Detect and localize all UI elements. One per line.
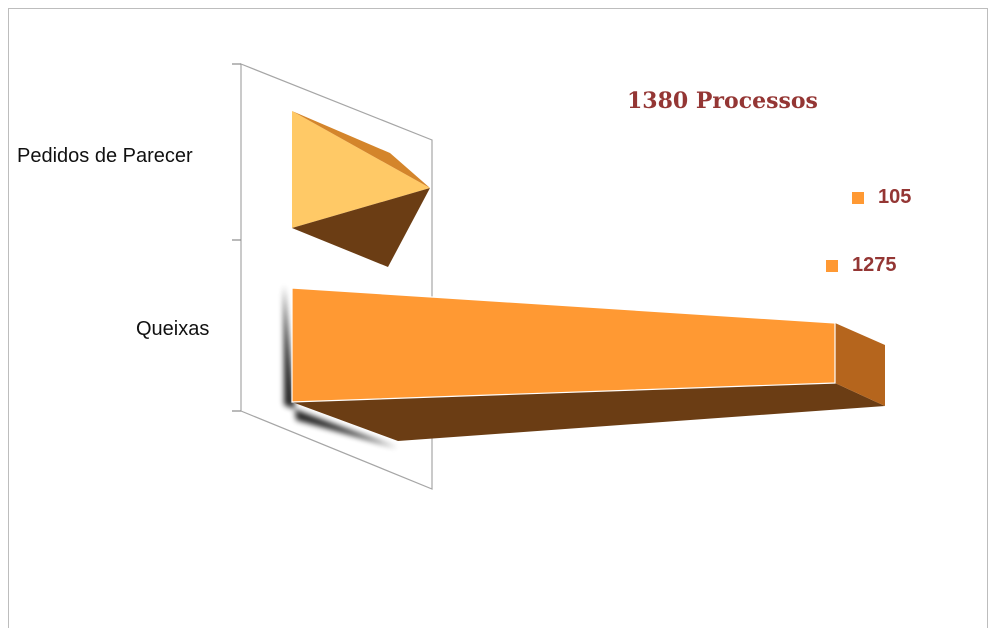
bar-queixas-bottom <box>292 383 885 441</box>
bar-pedidos-bottom <box>292 188 430 267</box>
legend-label: 105 <box>878 186 912 208</box>
bar-pedidos-front <box>292 111 430 228</box>
chart-frame <box>8 8 988 628</box>
chart-title: 1380 Processos <box>627 88 818 114</box>
legend-swatch <box>826 259 838 272</box>
category-label-pedidos: Pedidos de Parecer <box>17 145 193 167</box>
legend-item-105: 105 <box>852 186 911 209</box>
category-label-queixas: Queixas <box>136 318 210 340</box>
bar-queixas-front <box>291 287 836 403</box>
chart-plot <box>232 63 885 490</box>
bar-pedidos-top <box>292 111 430 188</box>
bar-queixas-side <box>835 323 885 406</box>
legend-label: 1275 <box>852 254 897 276</box>
legend-item-1275: 1275 <box>826 254 897 277</box>
legend-swatch <box>852 191 864 204</box>
